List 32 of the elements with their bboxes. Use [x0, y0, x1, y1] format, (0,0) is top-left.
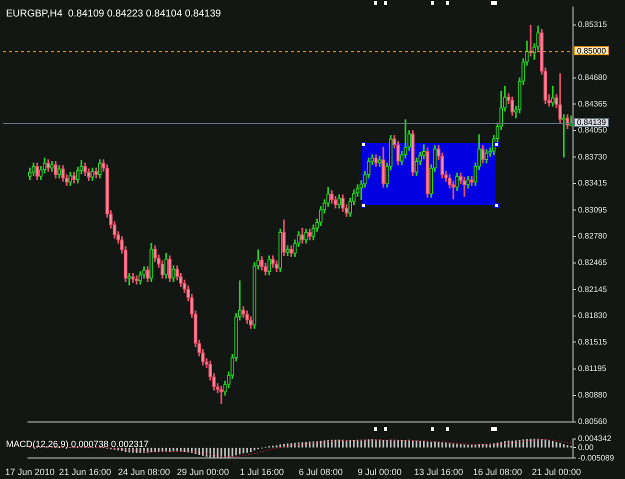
y-tick-label: 0.83095: [578, 205, 608, 214]
category-label: 16 Jul 08:00: [472, 467, 522, 478]
category-label: 17 Jun 2010: [5, 467, 55, 478]
category-label: 29 Jun 00:00: [176, 467, 229, 478]
category-label: 6 Jul 08:00: [298, 467, 343, 478]
category-label: 9 Jul 00:00: [358, 467, 402, 478]
y-tick-label: 0.80880: [578, 390, 608, 400]
y-tick-label: -0.005089: [578, 453, 615, 462]
y-tick-label: 0.83730: [578, 152, 608, 162]
y-tick-label: 0.85315: [578, 20, 608, 29]
y-tick-label: 0.84050: [578, 126, 608, 135]
y-tick-label: 0.81830: [578, 311, 608, 320]
chart-title: EURGBP,H4 0.84109 0.84223 0.84104 0.84139: [6, 8, 222, 20]
y-tick-label: 0.81195: [578, 364, 607, 374]
category-label: 24 Jun 08:00: [118, 467, 170, 478]
y-tick-label: 0.84365: [578, 99, 608, 108]
y-tick-label: 0.81515: [578, 337, 608, 346]
y-tick-label: 0.82465: [578, 258, 608, 268]
y-tick-label: 0.00: [578, 442, 594, 452]
y-tick-label: 0.80560: [578, 417, 608, 426]
category-label: 21 Jun 16:00: [59, 467, 112, 478]
y-tick-label: 0.84680: [578, 73, 608, 82]
category-label: 1 Jul 16:00: [240, 467, 284, 478]
category-label: 21 Jul 00:00: [532, 467, 581, 478]
ref-line-label: 0.84139: [577, 118, 606, 128]
y-tick-label: 0.004342: [578, 434, 612, 444]
y-tick-label: 0.82780: [578, 232, 608, 241]
ref-line-label: 0.85000: [577, 46, 606, 56]
y-tick-label: 0.83415: [578, 178, 608, 188]
y-tick-label: 0.82145: [578, 284, 608, 294]
chart-title: MACD(12,26,9) 0.000738 0.002317: [6, 438, 149, 449]
category-label: 13 Jul 16:00: [414, 467, 464, 478]
